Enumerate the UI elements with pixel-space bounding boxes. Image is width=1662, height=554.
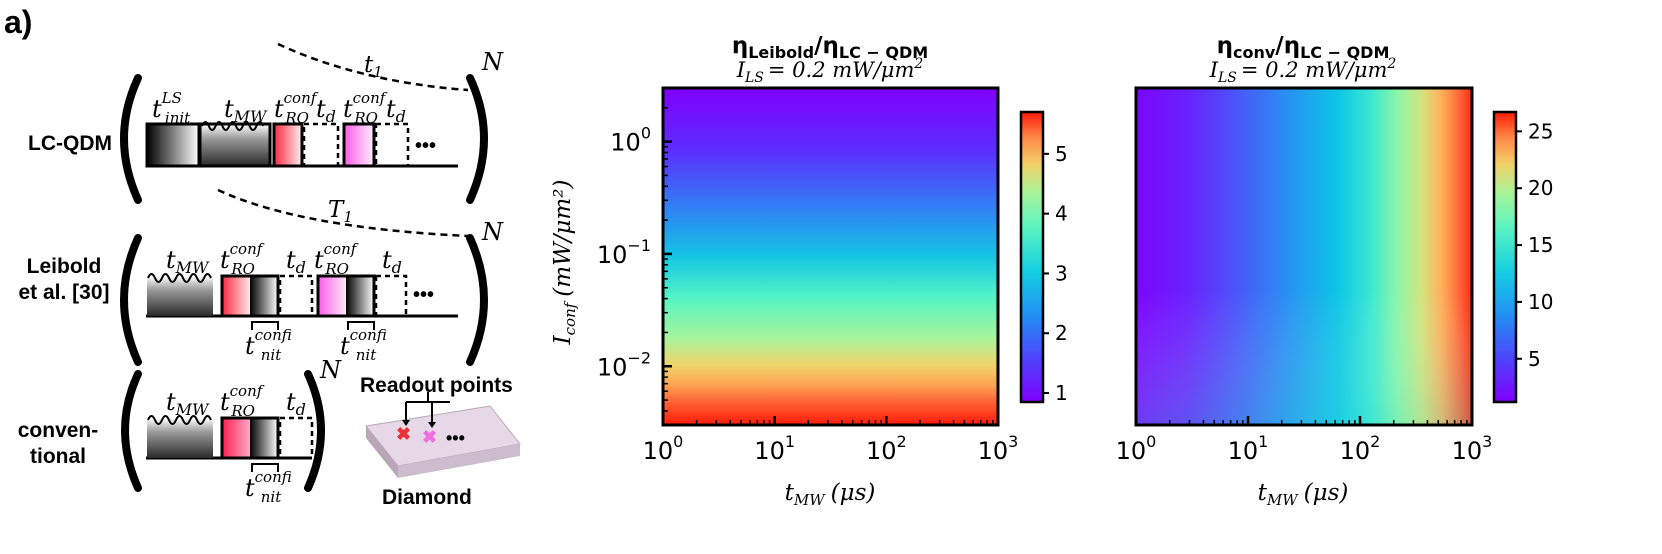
readout-pulse-red bbox=[272, 122, 304, 168]
row-label-conventional-2: tional bbox=[30, 445, 86, 468]
label-t-ro-conf: tconf RO bbox=[274, 89, 319, 127]
y-tick-label: 10−1 bbox=[597, 236, 651, 269]
ellipsis-icon: ••• bbox=[415, 135, 436, 157]
row-label-leibold-1: Leibold bbox=[27, 255, 102, 278]
chart2-xlabel: tMW (μs) bbox=[1258, 480, 1349, 509]
diamond-inset: Readout points ✖ ✖ ••• Diamond bbox=[360, 374, 521, 509]
x-tick-label: 103 bbox=[978, 432, 1019, 465]
dead-time bbox=[374, 122, 410, 168]
chart2-title: ηconv/ηLC − QDM bbox=[1217, 33, 1390, 62]
label-t-init-conf: tconf init bbox=[245, 468, 292, 506]
label-t-mw: tMW bbox=[224, 95, 268, 126]
label-t-ro-conf: tconf RO bbox=[314, 240, 359, 278]
readout-pulse-red bbox=[222, 276, 250, 316]
chart1-subtitle: ILS = 0.2 mW/μm2 bbox=[736, 56, 924, 86]
chart1-y-axis: 100 10−1 10−2 bbox=[597, 87, 672, 426]
label-t-mw: tMW bbox=[166, 388, 210, 419]
row-label-conventional-1: conven- bbox=[18, 419, 99, 442]
readout-marker-pink: ✖ bbox=[422, 427, 437, 447]
colorbar-tick-label: 20 bbox=[1528, 176, 1553, 200]
chart2-subtitle: ILS = 0.2 mW/μm2 bbox=[1209, 56, 1397, 86]
colorbar-tick-label: 2 bbox=[1055, 321, 1068, 345]
readout-points-label: Readout points bbox=[360, 374, 513, 397]
chart1-heatmap-field bbox=[663, 88, 998, 425]
chart1-title: ηLeibold/ηLC − QDM bbox=[732, 33, 928, 62]
init-pulse bbox=[250, 418, 278, 458]
x-tick-label: 101 bbox=[754, 432, 795, 465]
y-tick-label: 100 bbox=[610, 124, 651, 157]
panel-label: a) bbox=[4, 4, 32, 40]
y-tick-label: 10−2 bbox=[597, 348, 651, 381]
x-tick-label: 101 bbox=[1228, 432, 1269, 465]
init-pulse bbox=[250, 276, 278, 316]
colorbar-tick-label: 25 bbox=[1528, 119, 1553, 143]
x-tick-label: 102 bbox=[866, 432, 907, 465]
repeat-n-3: N bbox=[319, 356, 342, 384]
readout-pulse-red bbox=[222, 418, 250, 458]
ellipsis-icon: ••• bbox=[446, 428, 465, 448]
t1-decay-curve-1 bbox=[277, 42, 469, 92]
label-t-ro-conf: tconf RO bbox=[220, 240, 265, 278]
chart2-colorbar bbox=[1494, 112, 1516, 402]
dead-time bbox=[302, 122, 340, 168]
x-tick-label: 100 bbox=[1116, 432, 1157, 465]
label-t-mw: tMW bbox=[166, 246, 210, 277]
readout-pulse-pink bbox=[342, 122, 376, 168]
t1-label-2: T1 bbox=[328, 197, 353, 226]
colorbar-tick-label: 5 bbox=[1528, 347, 1541, 371]
label-t-init-ls: tLS init bbox=[152, 89, 191, 127]
ellipsis-icon: ••• bbox=[413, 284, 434, 306]
colorbar-tick-label: 4 bbox=[1055, 202, 1068, 226]
label-t-init-conf: tconf init bbox=[340, 326, 387, 364]
label-t-ro-conf: tconf RO bbox=[220, 382, 265, 420]
colorbar-tick-label: 5 bbox=[1055, 142, 1068, 166]
row-label-lc-qdm: LC-QDM bbox=[28, 132, 112, 155]
label-t-init-conf: tconf init bbox=[245, 326, 292, 364]
label-t-d: td bbox=[382, 246, 402, 277]
dead-time bbox=[374, 274, 408, 318]
chart1-axes-frame bbox=[661, 86, 1000, 427]
chart1-ylabel: Iconf(mW/μm²) bbox=[550, 180, 579, 346]
t1-decay-curve-2 bbox=[217, 188, 469, 238]
init-pulse bbox=[346, 276, 374, 316]
chart1-xlabel: tMW (μs) bbox=[785, 480, 876, 509]
label-t-d: td bbox=[386, 95, 406, 126]
heatmap-conventional: ηconv/ηLC − QDM ILS = 0.2 mW/μm2 100 101 10… bbox=[1116, 33, 1554, 509]
init-pulse bbox=[145, 122, 201, 168]
x-tick-label: 100 bbox=[643, 432, 684, 465]
x-tick-label: 102 bbox=[1340, 432, 1381, 465]
x-tick-label: 103 bbox=[1452, 432, 1493, 465]
chart1-colorbar bbox=[1021, 112, 1043, 402]
sequence-lc-qdm: ••• tLS init tMW tconf RO td tconf RO td bbox=[145, 89, 458, 168]
repeat-n-1: N bbox=[481, 48, 504, 76]
sequence-conventional: tMW tconf RO td tconf init bbox=[146, 382, 314, 506]
chart2-colorbar-ticks: 5 10 15 20 25 bbox=[1516, 119, 1553, 371]
dead-time bbox=[278, 416, 314, 460]
t1-label-1: t1 bbox=[364, 52, 383, 81]
label-t-d: td bbox=[286, 388, 306, 419]
dead-time bbox=[278, 274, 314, 318]
repeat-n-2: N bbox=[481, 218, 504, 246]
label-t-ro-conf: tconf RO bbox=[343, 89, 388, 127]
chart1-x-axis: 100 101 102 103 bbox=[643, 416, 1019, 465]
chart2-x-axis: 100 101 102 103 bbox=[1116, 416, 1493, 465]
readout-marker-red: ✖ bbox=[396, 424, 411, 444]
readout-pulse-pink bbox=[318, 276, 346, 316]
colorbar-tick-label: 15 bbox=[1528, 233, 1553, 257]
chart1-colorbar-ticks: 1 2 3 4 5 bbox=[1043, 142, 1068, 405]
chart2-axes-frame bbox=[1134, 86, 1474, 427]
diamond-label: Diamond bbox=[382, 486, 472, 509]
colorbar-tick-label: 3 bbox=[1055, 261, 1068, 285]
heatmap-leibold: ηLeibold/ηLC − QDM ILS = 0.2 mW/μm2 100 10… bbox=[550, 33, 1068, 509]
pulse-schematic: a) LC-QDM Leibold et al. [30] conven- ti… bbox=[4, 4, 521, 509]
label-t-d: td bbox=[316, 95, 336, 126]
colorbar-tick-label: 10 bbox=[1528, 290, 1553, 314]
sequence-leibold: ••• tMW tconf RO td tconf RO td tconf init … bbox=[146, 240, 458, 364]
label-t-d: td bbox=[286, 246, 306, 277]
mw-pulse bbox=[198, 122, 272, 168]
parentheses bbox=[120, 74, 488, 492]
row-label-leibold-2: et al. [30] bbox=[18, 281, 109, 304]
colorbar-tick-label: 1 bbox=[1055, 381, 1068, 405]
